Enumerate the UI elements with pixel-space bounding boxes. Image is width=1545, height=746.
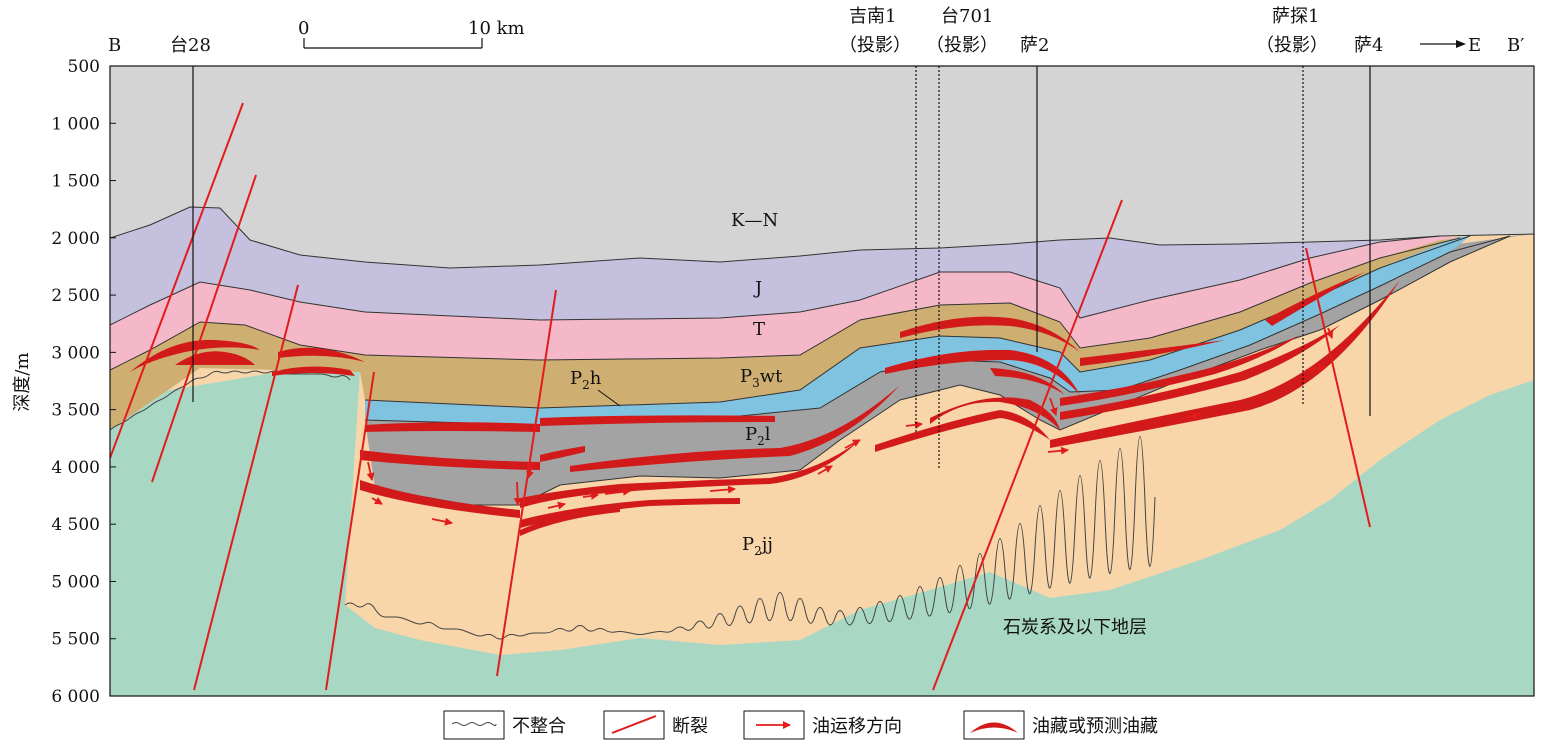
y-tick-label: 3 000 bbox=[51, 343, 100, 363]
y-axis-label: 深度/m bbox=[12, 352, 33, 411]
y-tick-label: 2 000 bbox=[51, 229, 100, 249]
layer-p3wt bbox=[110, 238, 1460, 430]
legend-migration-label: 油运移方向 bbox=[812, 716, 902, 737]
well-label-tai28: 台28 bbox=[170, 35, 211, 56]
y-tick-label: 6 000 bbox=[51, 687, 100, 707]
layer-label-p2jj: P2jj bbox=[742, 534, 773, 558]
layer-p2h bbox=[365, 236, 1470, 425]
layer-t bbox=[110, 236, 1460, 370]
well-label-sa2: 萨2 bbox=[1020, 35, 1049, 56]
legend-fault-label: 断裂 bbox=[672, 716, 708, 737]
fault-2 bbox=[151, 174, 257, 483]
well-label-satan1-sub: （投影） bbox=[1256, 35, 1328, 56]
scale-bar-end: 10 km bbox=[468, 18, 525, 39]
fault-4 bbox=[325, 371, 375, 691]
fault-6 bbox=[932, 199, 1123, 691]
fault-7 bbox=[1305, 247, 1371, 528]
layer-j bbox=[110, 207, 1440, 325]
layer-label-j: J bbox=[753, 278, 762, 299]
layer-label-basement: 石炭系及以下地层 bbox=[1003, 617, 1147, 638]
legend-unconformity-label: 不整合 bbox=[512, 716, 566, 737]
layer-label-p2h-leader bbox=[597, 389, 621, 407]
legend-reservoir-icon bbox=[970, 722, 1018, 733]
legend-reservoir-label: 油藏或预测油藏 bbox=[1032, 716, 1158, 737]
y-tick-label: 1 000 bbox=[51, 114, 100, 134]
layer-p2l bbox=[365, 234, 1534, 505]
legend-unconformity-icon bbox=[451, 722, 497, 726]
direction-arrow bbox=[1420, 40, 1466, 48]
direction-label: E bbox=[1468, 35, 1481, 56]
scale-bar bbox=[303, 38, 483, 49]
legend-fault-icon bbox=[611, 715, 657, 734]
layer-label-p2l: P2l bbox=[745, 424, 771, 448]
y-tick-label: 1 500 bbox=[51, 172, 100, 192]
y-tick-label: 4 500 bbox=[51, 515, 100, 535]
section-start-label: B bbox=[108, 35, 121, 56]
scale-bar-start: 0 bbox=[298, 18, 309, 39]
layer-label-t: T bbox=[753, 319, 765, 340]
y-tick-label: 500 bbox=[68, 57, 100, 77]
well-label-jinan1-sub: （投影） bbox=[839, 35, 911, 56]
well-label-sa4: 萨4 bbox=[1354, 35, 1383, 56]
layer-label-kn: K—N bbox=[731, 210, 778, 231]
y-tick-label: 2 500 bbox=[51, 286, 100, 306]
layer-kn bbox=[110, 66, 1534, 268]
layer-label-p3wt: P3wt bbox=[740, 366, 783, 390]
y-tick-label: 4 000 bbox=[51, 458, 100, 478]
y-tick-label: 5 500 bbox=[51, 630, 100, 650]
y-tick-label: 3 500 bbox=[51, 401, 100, 421]
well-label-jinan1: 吉南1 bbox=[849, 6, 896, 27]
unconformity-line bbox=[344, 436, 1156, 640]
legend: 不整合 断裂 油运移方向 油藏或预测油藏 bbox=[443, 710, 1158, 740]
well-label-satan1: 萨探1 bbox=[1272, 6, 1319, 27]
fault-3 bbox=[193, 284, 299, 691]
section-end-label: B′ bbox=[1507, 35, 1524, 56]
y-axis: 500 1 000 1 500 2 000 2 500 3 000 3 500 4 000 4 … bbox=[51, 57, 116, 707]
fault-1 bbox=[110, 102, 244, 459]
y-tick-label: 5 000 bbox=[51, 572, 100, 592]
fault-5 bbox=[496, 289, 557, 677]
well-label-tai701-sub: （投影） bbox=[926, 35, 998, 56]
well-label-tai701: 台701 bbox=[941, 6, 993, 27]
layer-label-p2h: P2h bbox=[570, 368, 602, 392]
section-frame bbox=[109, 65, 1535, 697]
